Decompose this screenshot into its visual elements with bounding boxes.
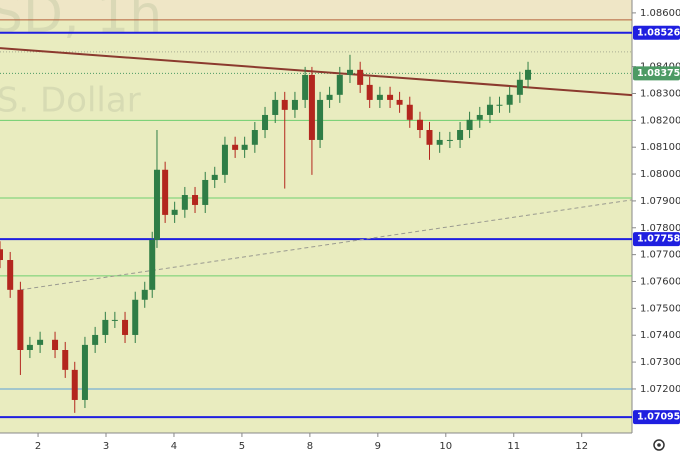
candle-body	[37, 339, 44, 345]
level-box	[633, 232, 680, 247]
level-label: 1.08526	[637, 27, 680, 38]
level-box	[633, 25, 680, 40]
candle-body	[0, 249, 3, 261]
candle-body	[387, 94, 394, 100]
candle-body	[221, 144, 228, 175]
settings-gear[interactable]	[653, 439, 665, 451]
x-tick-label: 10	[439, 441, 452, 452]
candle-body	[291, 99, 298, 110]
y-tick-label: 1.08000	[640, 169, 680, 180]
candle-body	[357, 69, 364, 85]
candle-body	[262, 114, 269, 131]
candle-body	[466, 119, 473, 131]
candle-body	[26, 344, 33, 350]
level-box	[633, 66, 680, 81]
y-tick-label: 1.08300	[640, 88, 680, 99]
candle-body	[302, 74, 309, 100]
candle-body	[192, 195, 199, 205]
candle-body	[376, 94, 383, 100]
candle-body	[326, 94, 333, 100]
candle-body	[149, 239, 156, 290]
candle-body	[81, 344, 88, 400]
candle-body	[336, 74, 343, 95]
x-tick-label: 11	[507, 441, 520, 452]
candle-body	[272, 99, 279, 115]
level-label: 1.08375	[637, 68, 680, 79]
y-tick-label: 1.07300	[640, 357, 680, 368]
candle-body	[446, 139, 453, 141]
candle-body	[436, 139, 443, 145]
candle-body	[496, 104, 503, 106]
y-tick-label: 1.08100	[640, 142, 680, 153]
y-tick-label: 1.07400	[640, 330, 680, 341]
watermark: .S. Dollar	[0, 81, 141, 121]
candle-body	[111, 319, 118, 321]
candle-body	[525, 69, 532, 80]
candle-body	[396, 99, 403, 105]
candle-body	[416, 119, 423, 131]
plot-area	[0, 0, 632, 433]
y-tick-label: 1.08200	[640, 115, 680, 126]
level-label: 1.07095	[637, 412, 680, 423]
level-label: 1.07758	[637, 234, 680, 245]
candle-body	[317, 99, 324, 140]
level-box	[633, 410, 680, 425]
x-tick-label: 9	[375, 441, 381, 452]
candle-body	[7, 260, 14, 290]
x-tick-label: 5	[239, 441, 245, 452]
candle-body	[406, 104, 413, 120]
candle-body	[122, 319, 129, 335]
candle-body	[181, 195, 188, 210]
candle-body	[426, 130, 433, 145]
y-tick-label: 1.07500	[640, 303, 680, 314]
candle-body	[211, 174, 218, 180]
x-tick-label: 8	[307, 441, 313, 452]
candle-body	[162, 169, 169, 215]
candle-body	[232, 144, 239, 150]
candle-body	[52, 339, 59, 350]
candle-body	[457, 130, 464, 140]
candle-body	[132, 299, 139, 335]
candle-body	[71, 369, 78, 400]
candle-body	[486, 104, 493, 115]
settings-icon[interactable]	[653, 439, 665, 451]
watermark: SD, 1h	[0, 0, 162, 45]
candle-body	[516, 79, 523, 95]
y-tick-label: 1.07800	[640, 223, 680, 234]
candle-body	[476, 114, 483, 120]
candle-body	[366, 84, 373, 100]
x-tick-label: 4	[171, 441, 177, 452]
candle-body	[241, 144, 248, 150]
candle-body	[281, 99, 288, 110]
candle-body	[202, 179, 209, 205]
x-tick-label: 12	[575, 441, 588, 452]
candle-body	[17, 289, 24, 350]
y-tick-label: 1.07700	[640, 250, 680, 261]
candle-body	[171, 209, 178, 215]
candle-body	[346, 69, 353, 75]
candle-body	[62, 349, 69, 370]
candle-body	[102, 319, 109, 335]
settings-hub[interactable]	[657, 443, 661, 447]
y-tick-label: 1.07600	[640, 277, 680, 288]
candle-body	[251, 130, 258, 145]
x-tick-label: 2	[35, 441, 41, 452]
candle-body	[308, 74, 315, 140]
y-tick-label: 1.07900	[640, 196, 680, 207]
candle-body	[92, 334, 99, 345]
trend-line	[0, 47, 633, 97]
trend-line	[20, 199, 633, 291]
candle-body	[506, 94, 513, 105]
plot	[0, 19, 633, 419]
plot-band	[0, 0, 632, 20]
candle-body	[141, 289, 148, 300]
candle-body	[153, 169, 160, 240]
y-tick-label: 1.07200	[640, 384, 680, 395]
x-tick-label: 3	[103, 441, 109, 452]
y-tick-label: 1.08600	[640, 8, 680, 19]
